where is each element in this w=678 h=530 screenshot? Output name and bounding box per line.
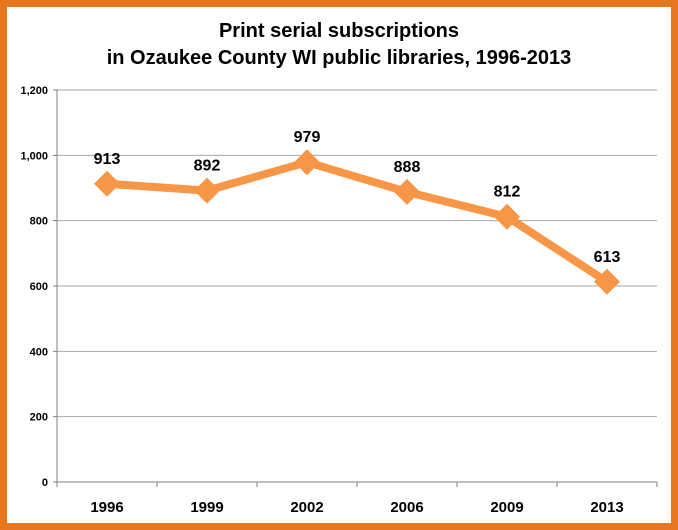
series-line [103,158,611,286]
data-point-marker [394,178,420,205]
data-point-marker [294,149,320,176]
x-tick-label: 2009 [490,499,523,516]
data-point-marker [594,268,620,295]
x-tick-label: 2013 [590,499,623,516]
data-label: 613 [594,249,621,266]
y-tick-label: 0 [42,477,48,489]
data-point-marker [494,203,520,230]
data-label: 979 [294,129,321,146]
data-label: 913 [94,151,121,168]
chart-title-line-2: in Ozaukee County WI public libraries, 1… [106,47,572,69]
data-label: 888 [394,159,421,176]
data-point-marker [194,177,220,204]
x-tick-label: 1996 [90,499,123,516]
data-label: 892 [194,158,221,175]
y-tick-label: 600 [30,281,48,293]
y-tick-label: 1,000 [20,150,48,162]
chart-title-line-1: Print serial subscriptions [218,20,460,42]
data-point-marker [94,170,120,197]
x-tick-label: 2006 [390,499,423,516]
x-tick-label: 2002 [290,499,323,516]
y-tick-label: 400 [30,346,48,358]
y-tick-label: 200 [30,412,48,424]
y-tick-label: 800 [30,216,48,228]
x-tick-label: 1999 [190,499,223,516]
y-tick-label: 1,200 [20,85,48,97]
data-label: 812 [494,184,521,201]
